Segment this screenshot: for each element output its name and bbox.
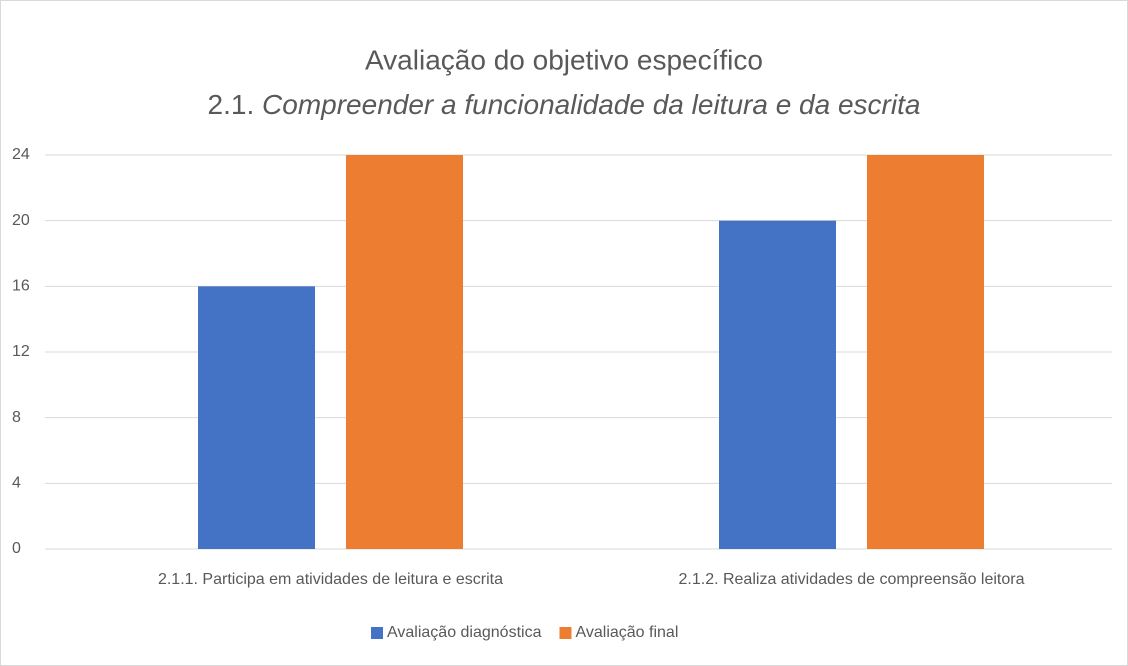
y-tick-label: 12 xyxy=(12,343,30,360)
bar xyxy=(346,155,463,549)
bar xyxy=(867,155,984,549)
x-tick-label: 2.1.2. Realiza atividades de compreensão… xyxy=(679,571,1025,588)
bar xyxy=(198,286,315,549)
legend-swatch xyxy=(371,627,383,639)
subtitle-number: 2.1. xyxy=(208,89,255,120)
legend-label: Avaliação final xyxy=(575,624,678,641)
y-tick-label: 16 xyxy=(12,278,30,295)
y-tick-label: 20 xyxy=(12,212,30,229)
y-tick-label: 0 xyxy=(12,540,21,557)
y-tick-label: 24 xyxy=(12,146,30,163)
chart-title: Avaliação do objetivo específico xyxy=(365,44,763,75)
y-tick-label: 8 xyxy=(12,409,21,426)
subtitle-text: Compreender a funcionalidade da leitura … xyxy=(262,89,920,120)
legend-swatch xyxy=(559,627,572,639)
legend-label: Avaliação diagnóstica xyxy=(387,624,542,641)
y-tick-label: 4 xyxy=(12,475,21,492)
chart-subtitle: 2.1. Compreender a funcionalidade da lei… xyxy=(208,89,921,120)
bar xyxy=(719,220,836,549)
x-tick-label: 2.1.1. Participa em atividades de leitur… xyxy=(158,571,503,588)
